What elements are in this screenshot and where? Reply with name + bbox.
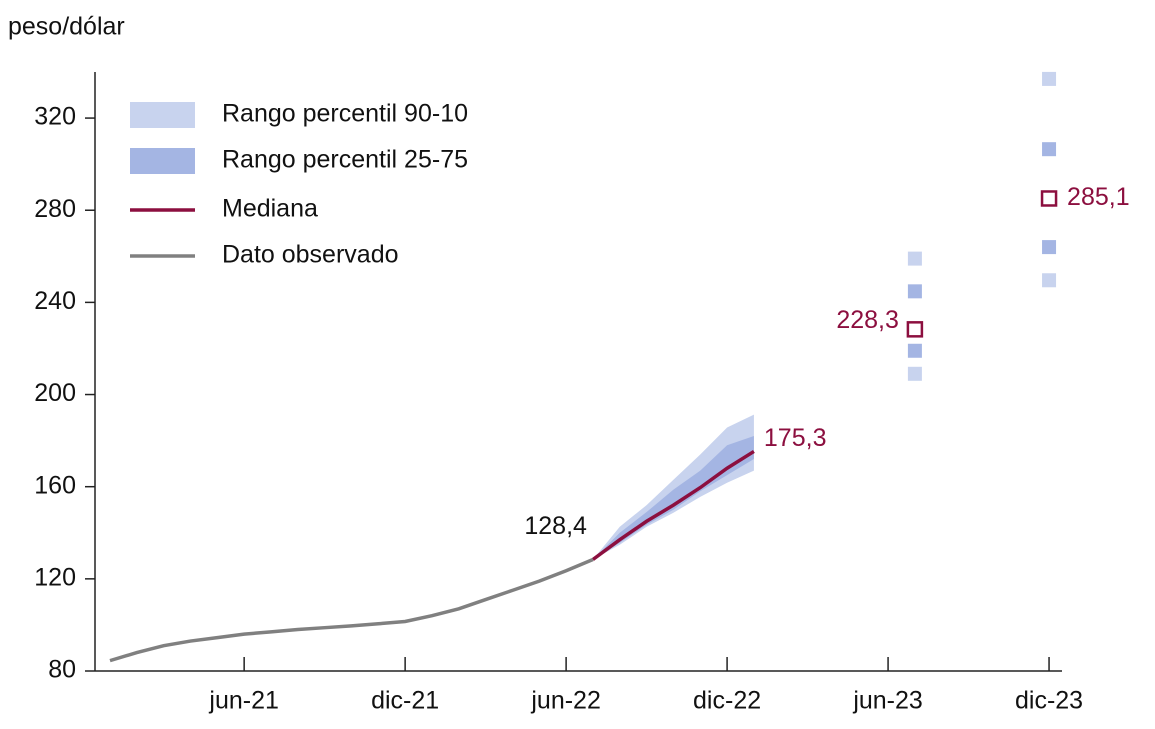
legend-swatch (130, 148, 195, 174)
line (591, 449, 755, 561)
range-marker (1042, 240, 1057, 255)
y-tick-label: 80 (48, 656, 76, 684)
legend-swatch (130, 102, 195, 128)
x-tick-label: dic-23 (1015, 687, 1083, 715)
data-label: 128,4 (524, 512, 587, 540)
data-label: 175,3 (764, 424, 827, 452)
line (109, 557, 594, 663)
median-marker (1040, 190, 1058, 207)
x-tick-label: dic-22 (693, 687, 761, 715)
legend-label: Dato observado (222, 241, 399, 269)
data-label: 228,3 (836, 306, 899, 334)
y-tick-label: 200 (34, 379, 76, 407)
range-marker (907, 284, 922, 299)
legend-label: Mediana (222, 195, 318, 223)
legend-label: Rango percentil 25-75 (222, 146, 468, 174)
range-marker (1042, 71, 1057, 86)
y-tick-label: 120 (34, 563, 76, 591)
y-tick-label: 280 (34, 195, 76, 223)
x-tick-label: jun-21 (208, 687, 279, 715)
median-marker (906, 321, 924, 338)
range-marker (907, 251, 922, 266)
x-tick-label: dic-21 (371, 687, 439, 715)
range-marker (907, 343, 922, 358)
y-tick-label: 320 (34, 103, 76, 131)
y-tick-label: 160 (34, 471, 76, 499)
y-axis-label: peso/dólar (8, 13, 125, 41)
x-tick-label: jun-22 (530, 687, 601, 715)
range-marker (907, 366, 922, 381)
data-label: 285,1 (1067, 183, 1130, 211)
y-tick-label: 240 (34, 287, 76, 315)
x-tick-label: jun-23 (852, 687, 923, 715)
range-marker (1042, 142, 1057, 157)
range-marker (1042, 273, 1057, 288)
legend-label: Rango percentil 90-10 (222, 100, 468, 128)
